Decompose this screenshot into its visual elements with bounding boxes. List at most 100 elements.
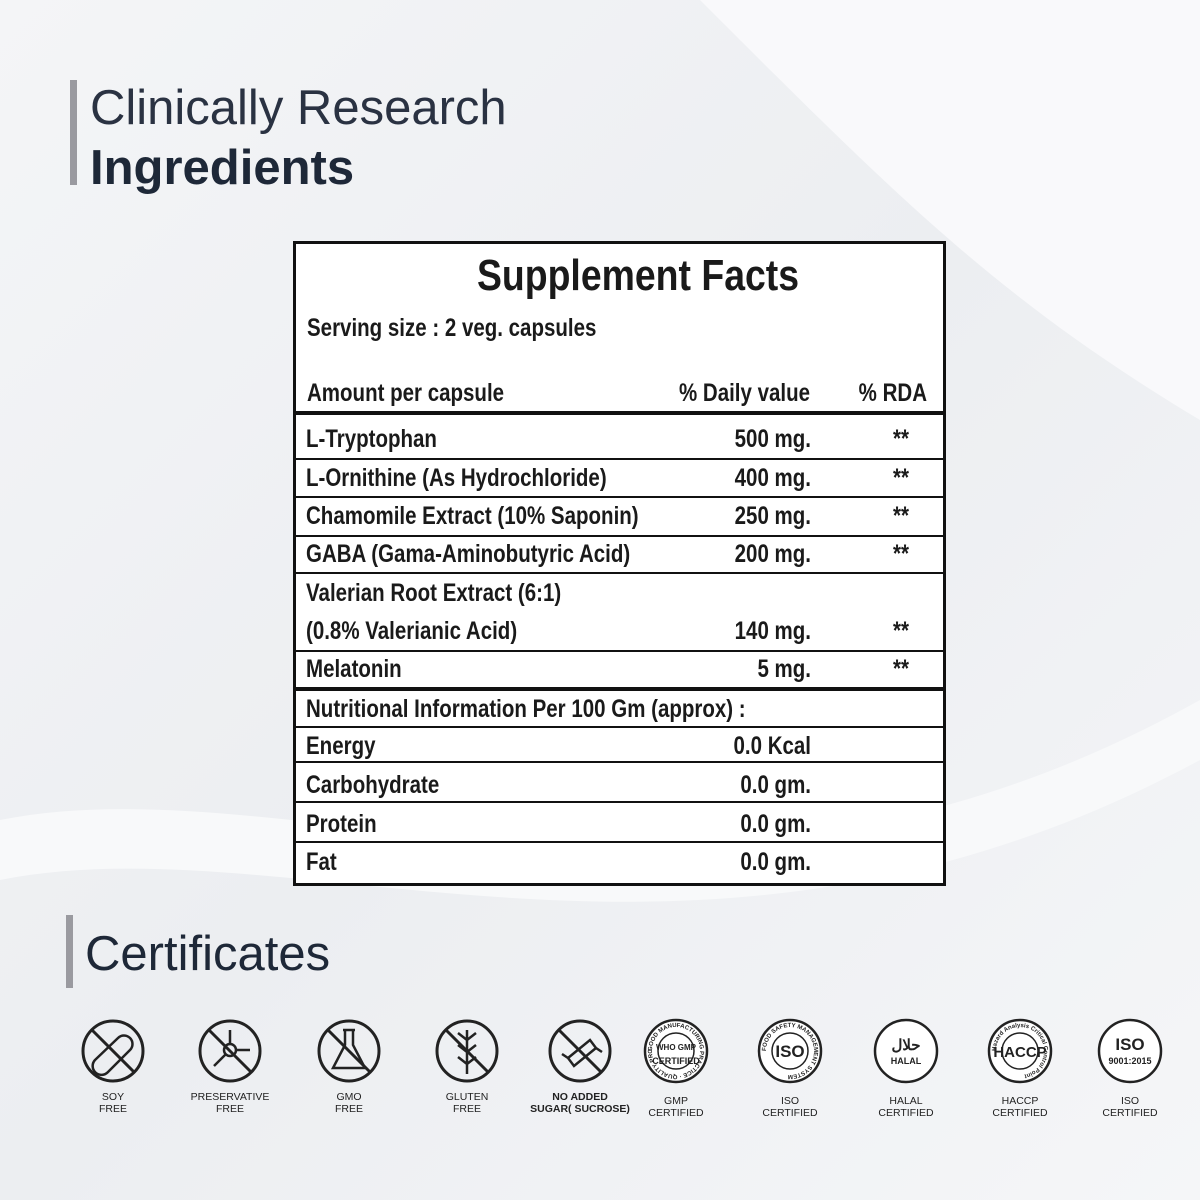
badge-text: CERTIFIED bbox=[652, 1056, 700, 1066]
certificate: Hazard Analysis Critical Control PointHA… bbox=[987, 1018, 1053, 1119]
header-bar bbox=[70, 80, 77, 185]
icon-glyph bbox=[213, 1030, 250, 1067]
certificate-label: CERTIFIED bbox=[648, 1107, 704, 1119]
header-line: Clinically Research bbox=[90, 81, 507, 135]
badge-text: HALAL bbox=[891, 1056, 922, 1066]
nutrient-amount: 0.0 gm. bbox=[740, 847, 811, 875]
nutrient-amount: 0.0 gm. bbox=[740, 770, 811, 798]
certificate-label: ISO bbox=[1121, 1095, 1139, 1107]
ingredient-name: Chamomile Extract (10% Saponin) bbox=[306, 501, 639, 529]
column-header: Amount per capsule bbox=[307, 378, 504, 406]
certificate: FOOD SAFETY MANAGEMENT SYSTEMISOISOCERTI… bbox=[757, 1018, 823, 1119]
icon-glyph bbox=[91, 1034, 134, 1077]
badge-text: حلال bbox=[891, 1037, 920, 1054]
serving-size: Serving size : 2 veg. capsules bbox=[307, 313, 596, 341]
certificate-label: CERTIFIED bbox=[992, 1107, 1048, 1119]
certificate-label: GLUTEN bbox=[446, 1091, 489, 1103]
certificate-label: GMP bbox=[664, 1095, 688, 1107]
nutrient-name: Fat bbox=[306, 847, 337, 875]
nutrient-name: Carbohydrate bbox=[306, 770, 439, 798]
certificate-label: ISO bbox=[781, 1095, 799, 1107]
background-swoosh bbox=[700, 0, 1200, 420]
facts-title: Supplement Facts bbox=[477, 250, 799, 300]
icon-slash bbox=[326, 1028, 372, 1074]
icon-ring bbox=[548, 1019, 612, 1083]
nutrient-name: Energy bbox=[306, 731, 376, 759]
nutrition-title: Nutritional Information Per 100 Gm (appr… bbox=[306, 694, 746, 722]
certificate-label: SUGAR( SUCROSE) bbox=[530, 1103, 630, 1115]
ingredient-name: Melatonin bbox=[306, 654, 402, 682]
ingredient-amount: 5 mg. bbox=[757, 654, 811, 682]
header-line: Ingredients bbox=[90, 141, 354, 195]
badge-text: 9001:2015 bbox=[1108, 1056, 1151, 1066]
nutrient-name: Protein bbox=[306, 809, 377, 837]
badge-ring bbox=[873, 1018, 939, 1084]
certificate-label: HALAL bbox=[889, 1095, 922, 1107]
certificate-label: PRESERVATIVE bbox=[191, 1091, 270, 1103]
certificate-label: CERTIFIED bbox=[762, 1107, 818, 1119]
badge-text: ISO bbox=[775, 1042, 804, 1061]
ingredient-rda: ** bbox=[893, 654, 909, 682]
ingredient-rda: ** bbox=[893, 463, 909, 491]
icon-ring bbox=[317, 1019, 381, 1083]
badge-text: ISO bbox=[1115, 1035, 1144, 1054]
icon-slash bbox=[207, 1028, 253, 1074]
certificates-bar bbox=[66, 915, 73, 988]
icon-ring bbox=[435, 1019, 499, 1083]
badge-inner bbox=[657, 1032, 695, 1070]
certificate-label: HACCP bbox=[1002, 1095, 1039, 1107]
ingredient-rda: ** bbox=[893, 616, 909, 644]
ingredient-amount: 140 mg. bbox=[735, 616, 811, 644]
badge-text: HACCP bbox=[993, 1044, 1046, 1061]
ingredient-name: GABA (Gama-Aminobutyric Acid) bbox=[306, 539, 630, 567]
ingredient-amount: 400 mg. bbox=[735, 463, 811, 491]
certificate-label: CERTIFIED bbox=[1102, 1107, 1158, 1119]
certificates-title: Certificates bbox=[85, 927, 330, 981]
ingredient-rda: ** bbox=[893, 501, 909, 529]
certificate-label: FREE bbox=[216, 1103, 244, 1115]
ingredient-name: Valerian Root Extract (6:1) bbox=[306, 578, 561, 606]
ingredient-rda: ** bbox=[893, 424, 909, 452]
badge-inner bbox=[1001, 1032, 1039, 1070]
ingredient-name: L-Tryptophan bbox=[306, 424, 437, 452]
badge-ring bbox=[643, 1018, 709, 1084]
certificate-label: FREE bbox=[335, 1103, 363, 1115]
icon-slash bbox=[90, 1028, 136, 1074]
certificate-label: GMO bbox=[336, 1091, 361, 1103]
ingredient-rda: ** bbox=[893, 539, 909, 567]
icon-ring bbox=[198, 1019, 262, 1083]
ingredient-amount: 250 mg. bbox=[735, 501, 811, 529]
badge-ring bbox=[987, 1018, 1053, 1084]
ingredient-amount: 500 mg. bbox=[735, 424, 811, 452]
icon-slash bbox=[444, 1028, 490, 1074]
ingredient-name: L-Ornithine (As Hydrochloride) bbox=[306, 463, 607, 491]
ingredient-amount: 200 mg. bbox=[735, 539, 811, 567]
icon-glyph bbox=[561, 1038, 603, 1068]
ingredient-name: (0.8% Valerianic Acid) bbox=[306, 616, 517, 644]
nutrient-amount: 0.0 Kcal bbox=[734, 731, 811, 759]
badge-text: WHO GMP bbox=[656, 1043, 697, 1052]
badge-ring bbox=[1097, 1018, 1163, 1084]
facts-table: Supplement Facts Serving size : 2 veg. ca… bbox=[295, 250, 945, 875]
facts-box bbox=[293, 241, 946, 886]
column-header: % RDA bbox=[859, 378, 927, 406]
certificate-label: NO ADDED bbox=[552, 1091, 608, 1103]
icon-glyph bbox=[330, 1028, 368, 1070]
certificate-label: FREE bbox=[99, 1103, 127, 1115]
icon-ring bbox=[81, 1019, 145, 1083]
certificate-label: CERTIFIED bbox=[878, 1107, 934, 1119]
badge-ring bbox=[757, 1018, 823, 1084]
certificate-label: SOY bbox=[102, 1091, 124, 1103]
badge-inner bbox=[771, 1032, 809, 1070]
nutrient-amount: 0.0 gm. bbox=[740, 809, 811, 837]
column-header: % Daily value bbox=[679, 378, 810, 406]
certificate-label: FREE bbox=[453, 1103, 481, 1115]
